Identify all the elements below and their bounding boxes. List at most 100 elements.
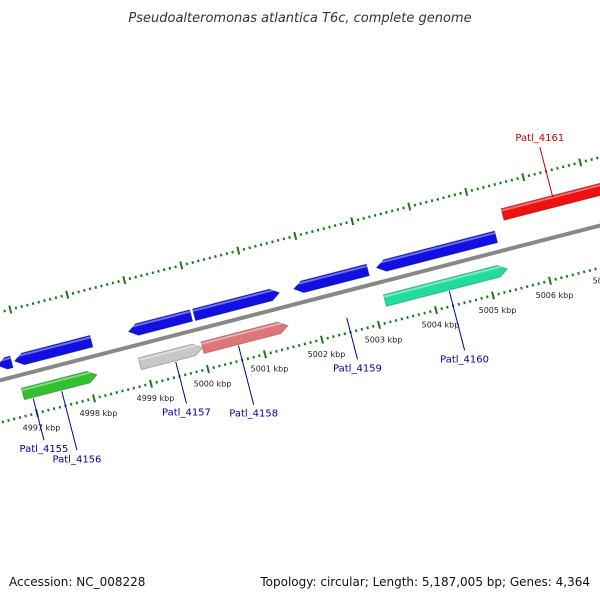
gene-label-Patl_4157: Patl_4157 (162, 407, 211, 418)
outer-minor-tick (516, 177, 519, 181)
inner-minor-tick (537, 282, 540, 286)
outer-major-tick (293, 231, 298, 241)
inner-minor-tick (337, 333, 341, 337)
outer-minor-tick (590, 157, 593, 162)
outer-minor-tick (567, 163, 571, 167)
outer-minor-tick (299, 232, 303, 237)
outer-minor-tick (322, 227, 326, 231)
inner-minor-tick (132, 386, 136, 390)
outer-minor-tick (248, 246, 251, 250)
outer-minor-tick (208, 256, 212, 260)
inner-minor-tick (69, 402, 73, 406)
feature-highlight-cds-b (0, 356, 11, 362)
outer-major-tick (8, 305, 13, 314)
outer-minor-tick (219, 253, 223, 257)
inner-minor-tick (1, 420, 5, 424)
leader-Patl_4158 (237, 345, 255, 405)
outer-minor-tick (311, 230, 314, 234)
leader-Patl_4159 (346, 317, 358, 360)
inner-minor-tick (366, 326, 369, 330)
outer-minor-tick (305, 231, 308, 235)
inner-minor-tick (7, 418, 10, 422)
feature-cds-g (375, 230, 499, 272)
outer-minor-tick (3, 309, 6, 313)
inner-minor-tick (343, 332, 347, 336)
inner-minor-tick (269, 351, 272, 355)
outer-minor-tick (493, 182, 497, 187)
inner-minor-tick (309, 341, 312, 345)
inner-minor-tick (81, 399, 84, 403)
inner-minor-tick (383, 321, 386, 325)
inner-minor-tick (144, 383, 147, 387)
outer-minor-tick (573, 162, 576, 166)
inner-minor-tick (525, 285, 529, 289)
inner-minor-tick (520, 286, 523, 290)
outer-minor-tick (282, 237, 286, 241)
inner-minor-tick (503, 291, 506, 295)
feature-cds-h (500, 182, 600, 221)
tick-label-4997: 4997 kbp (23, 424, 61, 433)
map-title: Pseudoalteromonas atlantica T6c, complet… (128, 11, 471, 26)
gene-label-Patl_4155: Patl_4155 (20, 444, 69, 455)
inner-minor-tick (292, 345, 295, 349)
genome-backbone (0, 223, 600, 383)
feature-highlight-cds-c (13, 336, 91, 359)
inner-minor-tick (577, 271, 580, 275)
outer-minor-tick (128, 277, 132, 281)
feature-highlight-gene-3 (138, 342, 202, 361)
outer-minor-tick (43, 299, 46, 303)
inner-minor-tick (155, 380, 158, 384)
outer-minor-tick (259, 243, 263, 247)
leader-Patl_4160 (448, 291, 466, 351)
tick-label-5003: 5003 kbp (365, 335, 403, 344)
feature-gene-3 (137, 343, 204, 371)
inner-minor-tick (218, 364, 221, 368)
genome-summary: Topology: circular; Length: 5,187,005 bp… (259, 575, 590, 589)
feature-highlight-cds-f (292, 265, 368, 287)
inner-minor-tick (41, 410, 44, 414)
tick-label-5001: 5001 kbp (251, 365, 289, 374)
feature-highlight-gene-4 (201, 320, 288, 345)
outer-minor-tick (596, 156, 599, 160)
inner-minor-tick (468, 299, 472, 303)
outer-minor-tick (390, 209, 394, 213)
outer-minor-tick (48, 297, 52, 301)
outer-minor-tick (265, 241, 269, 245)
gene-label-Patl_4159: Patl_4159 (333, 363, 382, 374)
outer-minor-tick (504, 180, 508, 184)
feature-highlight-cds-g (375, 231, 496, 265)
inner-minor-tick (195, 370, 198, 374)
outer-minor-tick (527, 174, 531, 178)
feature-gene-4 (200, 321, 289, 355)
leader-Patl_4157 (175, 361, 187, 404)
outer-major-tick (179, 261, 184, 270)
outer-minor-tick (328, 225, 331, 229)
outer-minor-tick (202, 257, 206, 262)
inner-minor-tick (588, 268, 592, 272)
tick-label-5000: 5000 kbp (194, 379, 232, 388)
tick-label-5007: 5007 kbp (593, 276, 600, 285)
gene-label-Patl_4156: Patl_4156 (53, 454, 102, 465)
outer-minor-tick (231, 250, 234, 254)
inner-minor-tick (571, 273, 575, 277)
outer-minor-tick (470, 188, 474, 192)
outer-minor-tick (168, 266, 172, 270)
inner-minor-tick (104, 393, 107, 397)
outer-minor-tick (111, 281, 115, 285)
outer-minor-tick (533, 172, 536, 176)
inner-minor-tick (531, 283, 535, 287)
inner-minor-tick (275, 349, 278, 353)
outer-major-tick (521, 173, 526, 182)
tick-label-5005: 5005 kbp (479, 306, 517, 315)
inner-major-tick (377, 320, 381, 329)
inner-minor-tick (18, 416, 22, 420)
outer-minor-tick (379, 212, 383, 216)
inner-minor-tick (166, 377, 170, 381)
inner-minor-tick (201, 368, 204, 372)
outer-minor-tick (339, 222, 343, 226)
outer-minor-tick (26, 303, 29, 307)
inner-minor-tick (543, 280, 546, 284)
outer-minor-tick (37, 300, 41, 304)
